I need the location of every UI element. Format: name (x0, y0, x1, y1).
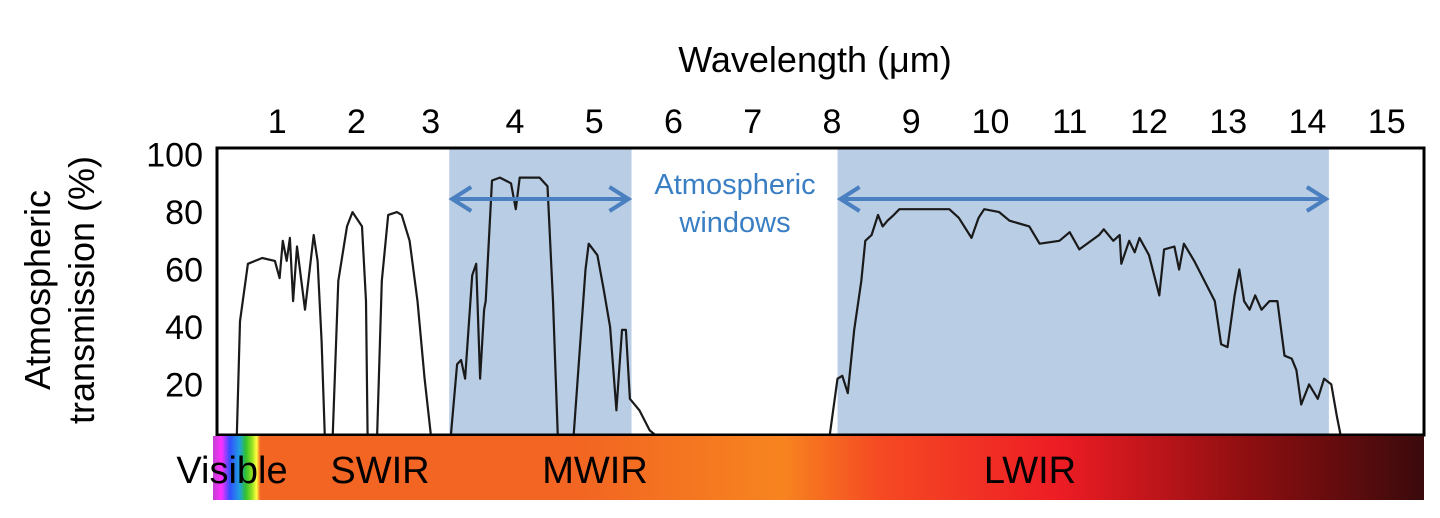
x-tick-label: 1 (268, 103, 287, 141)
arrowhead-left-icon (836, 185, 861, 213)
band-label-visible: Visible (176, 450, 287, 492)
transmission-segment-3 (449, 176, 559, 437)
x-tick-label: 10 (972, 103, 1010, 141)
transmission-segment-5 (828, 208, 1342, 437)
transmission-segment-0 (235, 233, 326, 437)
x-tick-label: 5 (585, 103, 604, 141)
arrowhead-left-icon (448, 185, 473, 213)
x-tick-label: 6 (664, 103, 683, 141)
y-axis-title-line-1: Atmospheric (17, 190, 58, 390)
x-tick-label: 11 (1052, 103, 1087, 141)
y-tick-label: 40 (165, 309, 203, 347)
x-tick-label: 15 (1368, 103, 1406, 141)
arrowhead-right-icon (608, 185, 633, 213)
x-tick-label: 2 (347, 103, 366, 141)
band-label-lwir: LWIR (984, 450, 1076, 492)
y-tick-label: 80 (165, 194, 203, 232)
transmission-segment-2 (376, 211, 433, 437)
transmission-curve (235, 176, 1342, 437)
spectral-band-bar (213, 436, 1424, 500)
arrowhead-right-icon (1305, 185, 1330, 213)
band-label-mwir: MWIR (542, 450, 648, 492)
plot-frame (215, 146, 1426, 437)
transmission-segment-1 (331, 211, 369, 437)
window-arrows (448, 185, 1330, 213)
x-tick-label: 9 (902, 103, 921, 141)
y-tick-label: 100 (146, 137, 203, 175)
y-tick-label: 20 (165, 366, 203, 404)
y-tick-label: 60 (165, 252, 203, 290)
x-tick-label: 7 (743, 103, 762, 141)
y-tick-labels: 20 40 60 80 100 (146, 137, 203, 405)
atmospheric-windows (449, 148, 1329, 435)
x-tick-label: 3 (421, 103, 440, 141)
x-tick-labels: 1 2 3 4 5 6 7 8 9 10 11 12 13 14 15 (268, 103, 1406, 141)
x-tick-label: 14 (1289, 103, 1327, 141)
annotation-line-2: windows (678, 207, 790, 239)
y-axis-title-line-2: transmission (%) (61, 156, 102, 424)
annotation-line-1: Atmospheric (654, 169, 815, 201)
band-label-swir: SWIR (330, 450, 429, 492)
x-tick-label: 13 (1209, 103, 1247, 141)
x-axis-title: Wavelength (μm) (678, 39, 951, 80)
x-tick-label: 12 (1130, 103, 1168, 141)
x-tick-label: 4 (506, 103, 525, 141)
window-shade-0 (449, 148, 632, 435)
band-labels: Visible SWIR MWIR LWIR (176, 450, 1076, 492)
transmission-segment-4 (572, 242, 658, 437)
x-tick-label: 8 (823, 103, 842, 141)
window-shade-1 (837, 148, 1329, 435)
